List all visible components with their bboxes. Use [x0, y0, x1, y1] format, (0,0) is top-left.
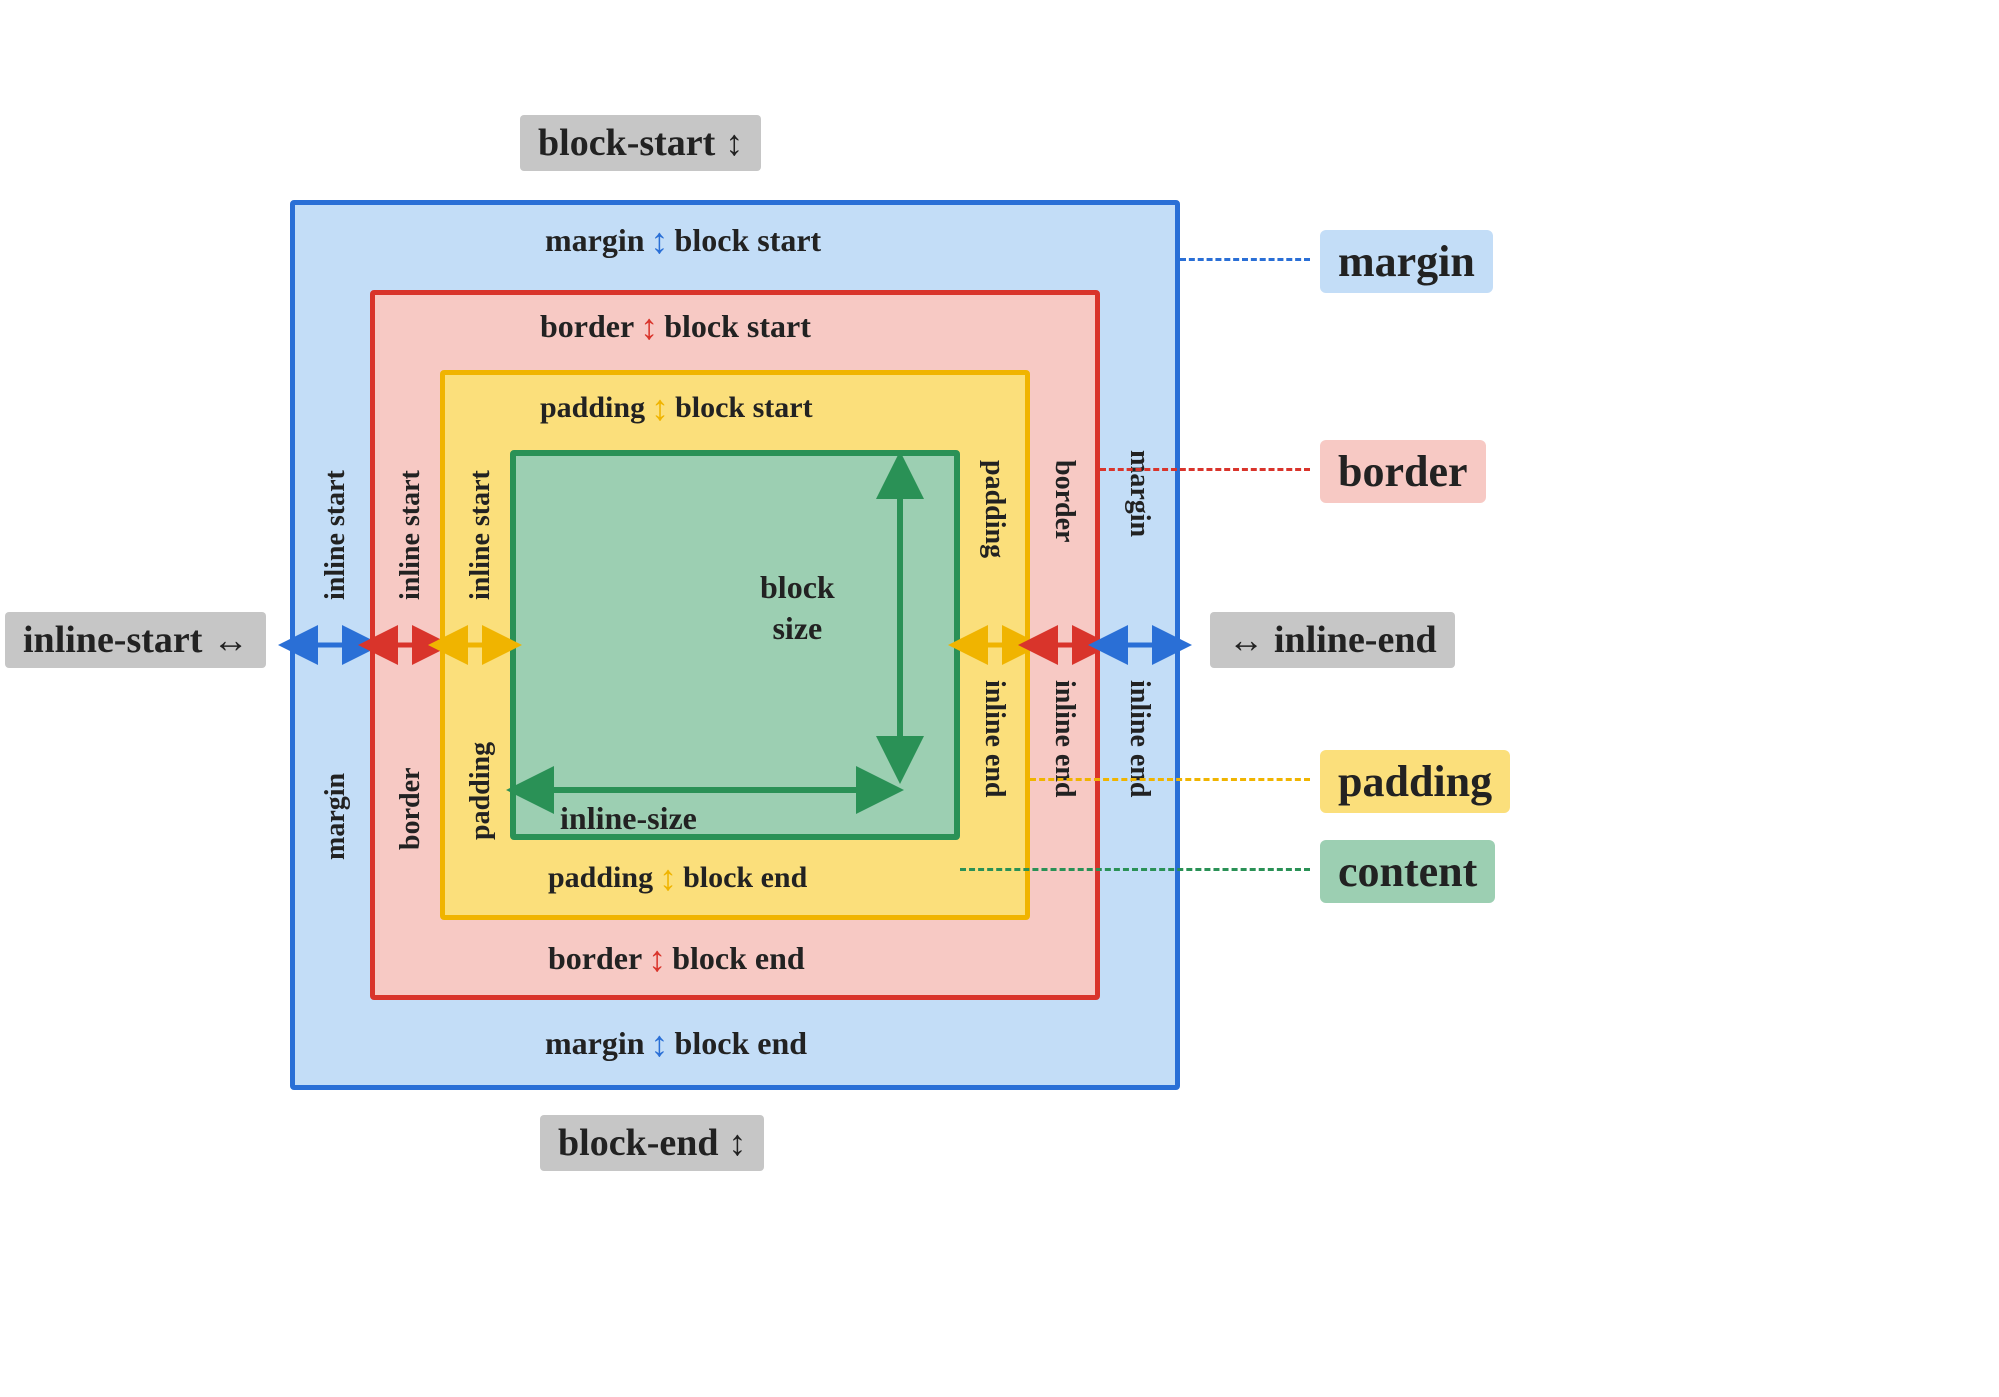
text: block end: [672, 940, 804, 977]
legend-content: content: [1320, 840, 1495, 903]
text: border: [540, 308, 634, 345]
border-block-start-label: border ↕ block start: [540, 308, 811, 345]
block-end-tag: block-end ↕: [540, 1115, 764, 1171]
leader-padding: [1030, 778, 1310, 781]
legend-border: border: [1320, 440, 1486, 503]
border-inline-start-label: border: [395, 768, 427, 850]
inline-size-label: inline-size: [560, 800, 697, 837]
text: border: [548, 940, 642, 977]
legend-padding: padding: [1320, 750, 1510, 813]
padding-inline-end-suffix: inline end: [978, 680, 1010, 797]
padding-block-end-label: padding ↕ block end: [548, 860, 807, 896]
updown-arrow-icon: ↕: [725, 125, 743, 161]
updown-arrow-icon: ↕: [651, 223, 669, 259]
border-inline-end-label: border: [1048, 460, 1080, 542]
text: block end: [683, 861, 807, 895]
leftright-arrow-icon: ↔: [1228, 622, 1264, 658]
margin-block-start-label: margin ↕ block start: [545, 222, 821, 259]
border-block-end-label: border ↕ block end: [548, 940, 805, 977]
text: block start: [675, 391, 813, 425]
padding-inline-end-label: padding: [978, 460, 1010, 558]
text: margin: [545, 222, 645, 259]
content-box: [510, 450, 960, 840]
updown-arrow-icon: ↕: [728, 1125, 746, 1161]
updown-arrow-icon: ↕: [651, 390, 669, 426]
legend-margin: margin: [1320, 230, 1493, 293]
padding-block-start-label: padding ↕ block start: [540, 390, 813, 426]
text: block: [760, 570, 835, 605]
text: padding: [540, 391, 645, 425]
padding-inline-start-suffix: inline start: [465, 470, 497, 600]
leader-border: [1100, 468, 1310, 471]
border-inline-start-suffix: inline start: [395, 470, 427, 600]
box-model-diagram: block-start ↕ block-end ↕ inline-start ↔…: [0, 0, 1999, 1397]
block-end-label: block-end: [558, 1121, 718, 1165]
updown-arrow-icon: ↕: [648, 941, 666, 977]
margin-inline-start-suffix: inline start: [320, 470, 352, 600]
inline-end-tag: ↔ inline-end: [1210, 612, 1455, 668]
leftright-arrow-icon: ↔: [212, 622, 248, 658]
updown-arrow-icon: ↕: [651, 1026, 669, 1062]
inline-end-label: inline-end: [1274, 618, 1437, 662]
margin-block-end-label: margin ↕ block end: [545, 1025, 807, 1062]
text: block start: [664, 308, 811, 345]
padding-inline-start-label: padding: [465, 742, 497, 840]
leader-margin: [1180, 258, 1310, 261]
margin-inline-start-label: margin: [320, 773, 352, 860]
block-size-label: block size: [760, 570, 835, 646]
inline-start-label: inline-start: [23, 618, 202, 662]
text: size: [772, 611, 822, 646]
updown-arrow-icon: ↕: [659, 860, 677, 896]
text: padding: [548, 861, 653, 895]
block-start-tag: block-start ↕: [520, 115, 761, 171]
updown-arrow-icon: ↕: [640, 309, 658, 345]
margin-inline-end-label: margin: [1123, 450, 1155, 537]
inline-start-tag: inline-start ↔: [5, 612, 266, 668]
text: margin: [545, 1025, 645, 1062]
leader-content: [960, 868, 1310, 871]
block-start-label: block-start: [538, 121, 715, 165]
text: block end: [675, 1025, 807, 1062]
text: block start: [675, 222, 822, 259]
